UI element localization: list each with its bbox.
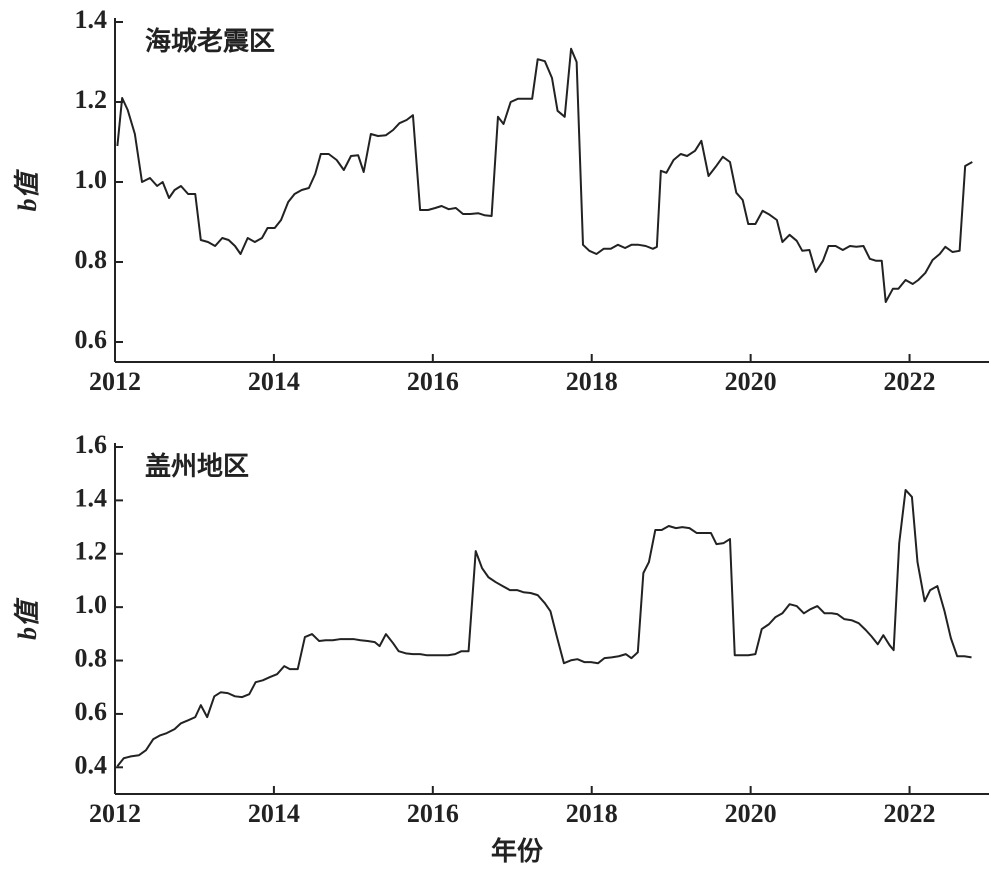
y-axis-label: b值 xyxy=(13,597,42,640)
y-tick-label: 1.0 xyxy=(75,165,108,194)
y-tick-label: 0.6 xyxy=(75,697,108,726)
x-tick-label: 2016 xyxy=(407,799,459,828)
y-tick-label: 1.2 xyxy=(75,537,108,566)
x-tick-label: 2014 xyxy=(248,367,300,396)
y-tick-label: 1.4 xyxy=(75,483,108,512)
x-tick-label: 2020 xyxy=(725,367,777,396)
y-tick-label: 1.0 xyxy=(75,590,108,619)
y-tick-label: 0.6 xyxy=(75,325,108,354)
x-tick-label: 2014 xyxy=(248,799,300,828)
x-axis-label: 年份 xyxy=(491,836,543,866)
y-tick-label: 0.4 xyxy=(75,750,108,779)
data-line xyxy=(116,47,973,303)
x-tick-label: 2018 xyxy=(566,799,618,828)
x-tick-label: 2018 xyxy=(566,367,618,396)
y-axis-label: b值 xyxy=(13,169,42,212)
y-tick-label: 1.6 xyxy=(75,430,108,459)
y-tick-label: 0.8 xyxy=(75,644,108,673)
x-tick-label: 2016 xyxy=(407,367,459,396)
x-tick-label: 2012 xyxy=(89,367,141,396)
x-tick-label: 2020 xyxy=(725,799,777,828)
x-tick-label: 2012 xyxy=(89,799,141,828)
x-tick-label: 2022 xyxy=(884,367,936,396)
panel-title: 海城老震区 xyxy=(145,27,275,56)
y-tick-label: 0.8 xyxy=(75,245,108,274)
y-tick-label: 1.2 xyxy=(75,85,108,114)
panel-title: 盖州地区 xyxy=(145,451,249,481)
y-tick-label: 1.4 xyxy=(75,5,108,34)
data-line xyxy=(116,488,972,767)
x-tick-label: 2022 xyxy=(884,799,936,828)
